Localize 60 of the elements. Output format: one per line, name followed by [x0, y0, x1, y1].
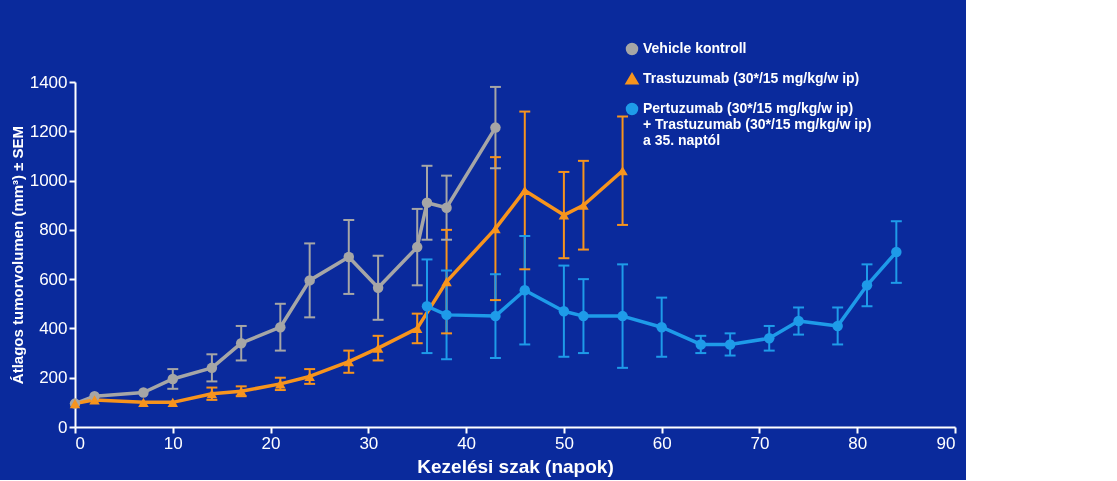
y-tick-label: 0: [58, 417, 68, 437]
point: [617, 310, 628, 322]
point: [421, 301, 433, 312]
point: [558, 305, 570, 317]
y-axis-title: Átlagos tumorvolumen (mm³) ± SEM: [8, 125, 26, 385]
x-tick-label: 90: [936, 433, 956, 453]
point: [421, 197, 433, 208]
x-tick-label: 70: [750, 433, 770, 453]
point: [167, 397, 179, 407]
point: [235, 337, 247, 349]
y-tick-label: 800: [39, 220, 68, 240]
point: [411, 241, 423, 253]
point: [695, 339, 707, 350]
y-tick-label: 1200: [29, 121, 68, 141]
point: [372, 343, 384, 353]
point: [441, 277, 452, 287]
point: [411, 323, 423, 333]
point: [578, 310, 589, 322]
point: [304, 275, 315, 286]
x-tick-label: 10: [163, 433, 183, 453]
x-tick-label: 40: [457, 433, 477, 453]
point: [558, 210, 570, 220]
point: [441, 202, 452, 213]
x-tick-label: 30: [359, 433, 379, 453]
point: [832, 320, 843, 332]
x-tick-label: 20: [261, 433, 281, 453]
x-axis-title: Kezelési szak (napok): [417, 455, 614, 477]
point: [343, 251, 355, 263]
point: [519, 285, 531, 296]
legend-label: Vehicle kontroll: [643, 40, 747, 56]
y-tick-label: 600: [39, 269, 68, 289]
point: [490, 310, 501, 322]
point: [138, 387, 149, 398]
point: [724, 339, 736, 350]
legend-label: Trastuzumab (30*/15 mg/kg/w ip): [643, 70, 860, 86]
point: [656, 321, 667, 333]
x-tick-label: 50: [554, 433, 574, 453]
point: [206, 362, 218, 374]
y-tick-label: 1400: [29, 72, 68, 92]
point: [793, 315, 804, 327]
point: [441, 309, 452, 321]
point: [763, 333, 775, 344]
point: [372, 282, 384, 293]
x-tick-label: 60: [652, 433, 672, 453]
point: [138, 397, 149, 407]
y-tick-label: 200: [39, 368, 68, 388]
point: [275, 321, 286, 333]
x-tick-label: 0: [75, 433, 85, 453]
point: [490, 122, 501, 133]
point: [89, 395, 100, 405]
x-tick-label: 80: [848, 433, 868, 453]
y-tick-label: 1000: [29, 171, 68, 191]
y-tick-label: 400: [39, 318, 68, 338]
point: [861, 280, 873, 291]
point: [891, 246, 902, 258]
point: [167, 373, 179, 385]
point: [490, 224, 501, 234]
legend-label: Pertuzumab (30*/15 mg/kg/w ip) + Trastuzumab (30*/15 mg/kg/w ip) a 35. naptól: [643, 100, 872, 148]
point: [578, 200, 589, 210]
point: [343, 357, 355, 367]
